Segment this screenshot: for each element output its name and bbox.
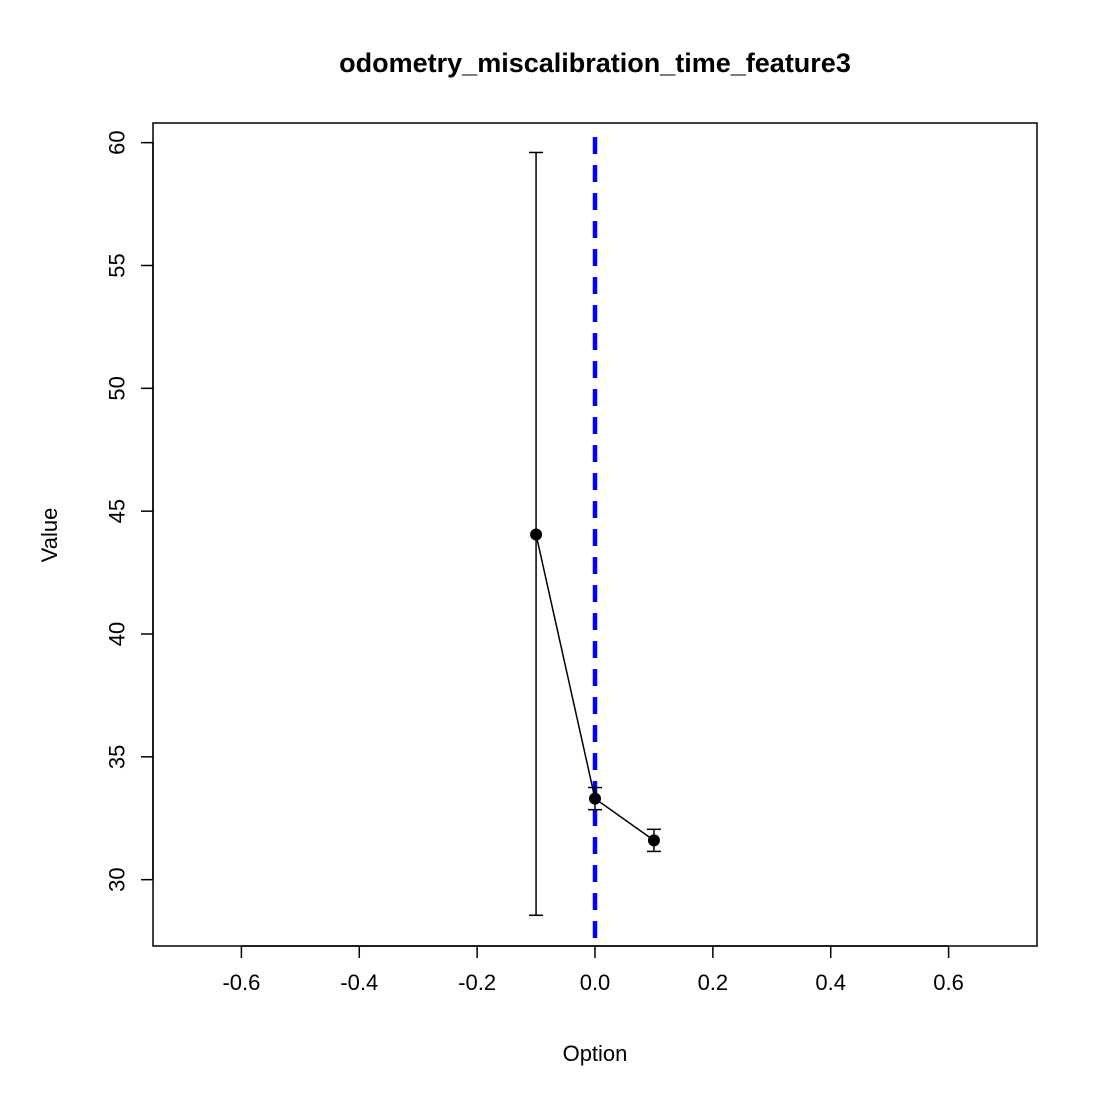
- data-point: [589, 792, 601, 805]
- y-axis-title: Value: [37, 508, 62, 563]
- y-axis: 30 35 40 45 50 55 60: [105, 130, 154, 892]
- y-tick-label: 50: [105, 376, 130, 400]
- y-tick-label: 35: [105, 745, 130, 769]
- x-tick-label: 0.4: [815, 970, 846, 995]
- y-tick-label: 60: [105, 130, 130, 154]
- x-tick-label: 0.0: [580, 970, 611, 995]
- x-tick-label: -0.4: [340, 970, 378, 995]
- x-tick-label: 0.2: [698, 970, 729, 995]
- x-tick-label: -0.6: [222, 970, 260, 995]
- x-axis: -0.6 -0.4 -0.2 0.0 0.2 0.4 0.6: [222, 945, 964, 995]
- data-point: [530, 528, 543, 541]
- x-tick-label: -0.2: [458, 970, 496, 995]
- x-axis-title: Option: [563, 1041, 628, 1066]
- y-tick-label: 40: [105, 622, 130, 646]
- y-tick-label: 45: [105, 499, 130, 523]
- data-point: [647, 834, 660, 847]
- y-tick-label: 30: [105, 867, 130, 891]
- series-group: [529, 151, 661, 917]
- chart-title: odometry_miscalibration_time_feature3: [339, 48, 851, 78]
- x-tick-label: 0.6: [933, 970, 964, 995]
- y-tick-label: 55: [105, 253, 130, 277]
